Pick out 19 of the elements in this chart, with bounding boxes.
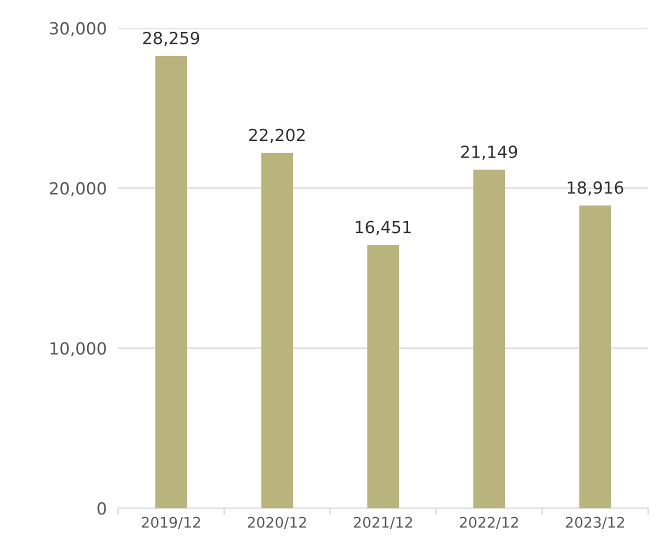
y-tick-label: 10,000: [50, 342, 106, 356]
bar: [155, 56, 188, 508]
bar: [579, 205, 612, 508]
data-label: 18,916: [568, 181, 624, 196]
x-tick-label: 2022/12: [460, 516, 518, 529]
y-tick-label: 0: [98, 502, 106, 515]
x-tick-label: 2023/12: [566, 516, 624, 529]
x-tick-label: 2020/12: [248, 516, 306, 529]
data-label: 22,202: [249, 128, 305, 143]
data-label: 28,259: [143, 32, 200, 46]
y-tick-label: 30,000: [50, 22, 106, 36]
data-label: 21,149: [461, 146, 518, 160]
bar: [367, 244, 400, 508]
bar: [473, 170, 506, 508]
y-tick-label: 20,000: [50, 182, 106, 196]
bar: [261, 152, 294, 508]
x-tick-label: 2019/12: [142, 516, 200, 529]
x-tick-label: 2021/12: [354, 516, 412, 529]
data-label: 16,451: [356, 220, 411, 236]
